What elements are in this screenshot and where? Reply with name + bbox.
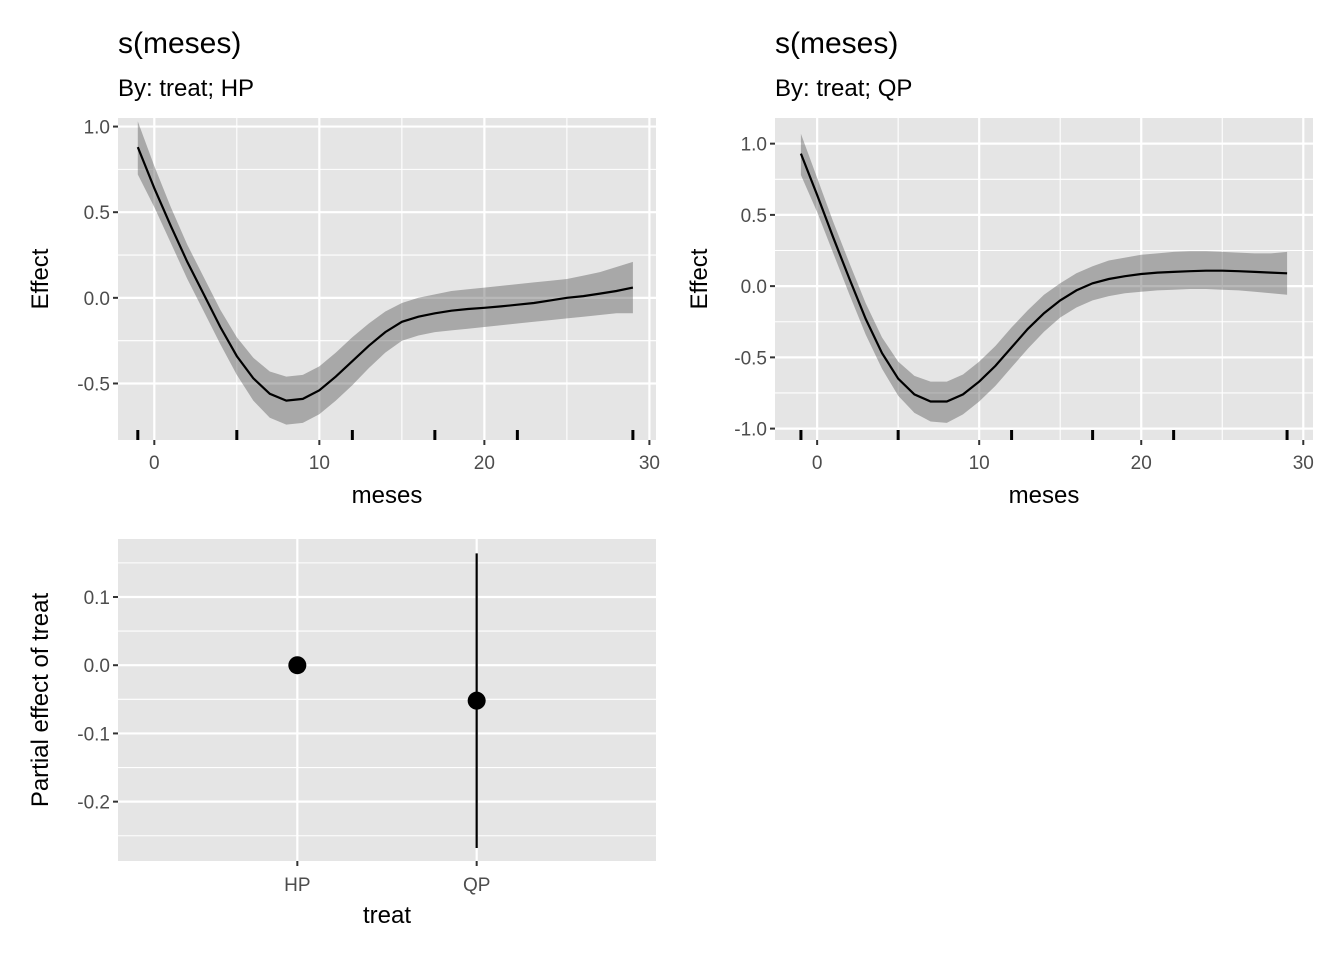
- x-axis-label: meses: [352, 482, 423, 509]
- x-tick-label: 10: [969, 453, 990, 474]
- y-tick-label: 1.0: [84, 118, 110, 139]
- y-tick-label: -0.1: [77, 724, 110, 745]
- point-HP: [288, 656, 307, 675]
- x-tick-label: 20: [1131, 453, 1152, 474]
- y-tick-label: 0.1: [84, 588, 110, 609]
- y-tick-label: 0.0: [84, 289, 110, 310]
- plot-title: s(meses): [118, 27, 241, 60]
- x-axis-label: treat: [363, 902, 411, 929]
- x-tick-label: 10: [309, 453, 330, 474]
- x-tick-label: 20: [474, 453, 495, 474]
- x-tick-label: 30: [639, 453, 660, 474]
- smooth-line: [136, 146, 634, 402]
- y-axis-label: Effect: [27, 248, 54, 309]
- x-tick-label: 30: [1293, 453, 1314, 474]
- parametric-panel: 0.1 0.0 -0.1 -0.2 HP QP treat Partial effect of…: [27, 539, 656, 929]
- panel-background: [118, 118, 656, 440]
- x-tick-label: 0: [149, 453, 160, 474]
- y-tick-label: -0.2: [77, 793, 110, 814]
- smooth-panel-2: s(meses) By: treat; QP 1.0 0.5 0.0 -0.5 -1.0 0 1…: [686, 27, 1314, 509]
- y-tick-label: -1.0: [734, 420, 767, 441]
- y-axis-label: Partial effect of treat: [27, 593, 54, 808]
- x-tick-label: QP: [463, 875, 490, 896]
- x-tick-label: 0: [812, 453, 823, 474]
- y-tick-label: 0.5: [741, 206, 767, 227]
- panel-background: [775, 118, 1313, 440]
- y-tick-label: 0.0: [84, 656, 110, 677]
- x-tick-label: HP: [284, 875, 310, 896]
- smooth-line: [799, 153, 1288, 403]
- panel-background: [118, 539, 656, 861]
- x-axis-label: meses: [1009, 482, 1080, 509]
- y-tick-label: 1.0: [741, 135, 767, 156]
- confidence-band: [800, 133, 1288, 423]
- plot-title: s(meses): [775, 27, 898, 60]
- smooth-panel-1: s(meses) By: treat; HP 1.0 0.5 0.0 -0.5 0 10 20 3…: [27, 27, 660, 509]
- y-tick-label: -0.5: [77, 374, 110, 395]
- y-tick-label: 0.0: [741, 277, 767, 298]
- point-QP: [467, 691, 486, 710]
- y-axis-label: Effect: [686, 248, 713, 309]
- y-tick-label: -0.5: [734, 348, 767, 369]
- plot-subtitle: By: treat; HP: [118, 75, 254, 102]
- y-tick-label: 0.5: [84, 203, 110, 224]
- plot-subtitle: By: treat; QP: [775, 75, 912, 102]
